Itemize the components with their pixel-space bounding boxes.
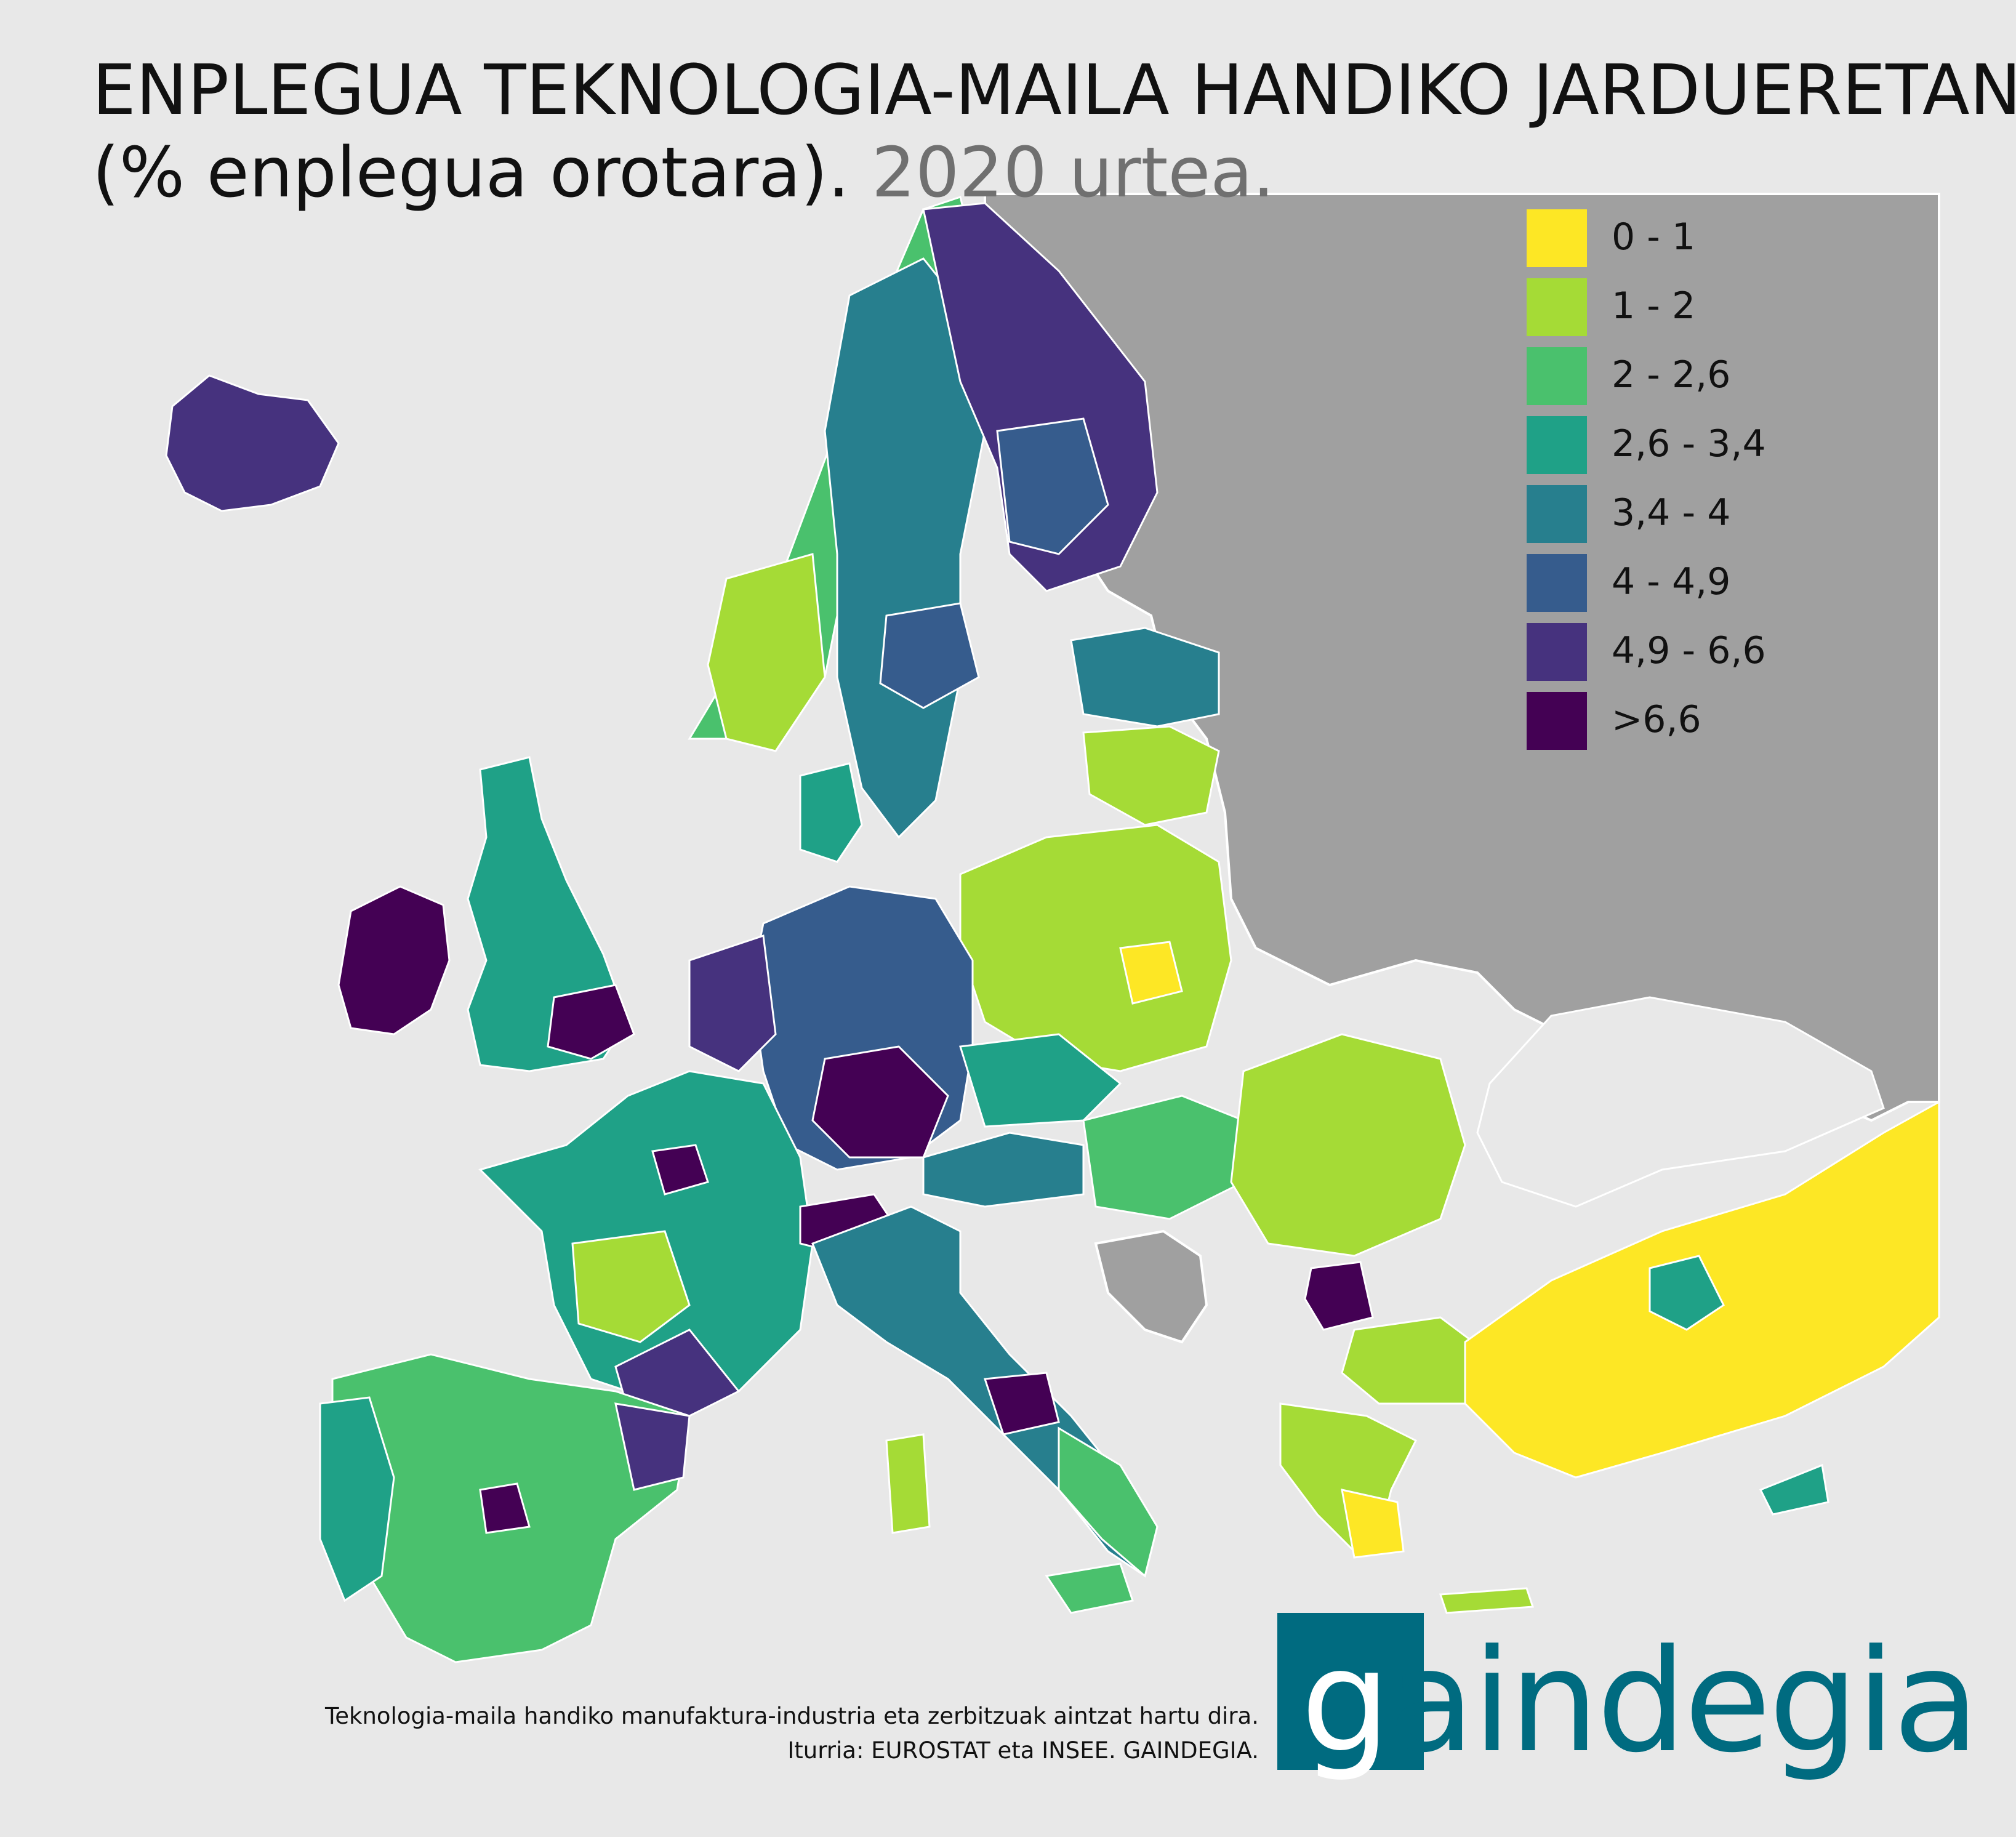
legend-swatch	[1527, 692, 1587, 750]
region-czechia	[959, 1033, 1122, 1128]
logo-box	[1277, 1613, 1424, 1770]
region-norway-south	[707, 553, 826, 752]
legend-label: 2,6 - 3,4	[1612, 422, 1766, 465]
region-crete	[1439, 1587, 1535, 1614]
region-spain-catalonia	[614, 1402, 691, 1491]
logo-rest: aindegia	[1388, 1620, 1980, 1784]
footnote-source: Iturria: EUROSTAT eta INSEE. GAINDEGIA.	[787, 1737, 1259, 1764]
legend-swatch	[1527, 554, 1587, 612]
logo-text: gaindegia	[1301, 1619, 1980, 1785]
legend-swatch	[1527, 347, 1587, 405]
region-benelux	[688, 934, 777, 1072]
footnote-line-1: Teknologia-maila handiko manufaktura-ind…	[324, 1703, 1259, 1729]
region-iceland	[165, 374, 340, 512]
region-sweden-stockholm	[879, 602, 980, 709]
region-italy-south	[1058, 1426, 1159, 1578]
title-line-1: ENPLEGUA TEKNOLOGIA-MAILA HANDIKO JARDUE…	[92, 50, 2016, 131]
region-poland-warsaw	[1119, 941, 1183, 1005]
title-line-2: (% enplegua orotara). 2020 urtea.	[92, 132, 2016, 214]
region-cyprus	[1759, 1463, 1829, 1516]
legend-label: 4 - 4,9	[1612, 560, 1731, 603]
region-france-paris	[651, 1144, 709, 1196]
region-france-southwest	[571, 1230, 691, 1343]
black-sea	[1476, 996, 1885, 1208]
region-sicily	[1045, 1562, 1134, 1614]
region-hungary	[1082, 1095, 1245, 1220]
no-data-region-balkans	[1094, 1229, 1208, 1344]
legend-label: 4,9 - 6,6	[1612, 629, 1766, 672]
legend-swatch	[1527, 278, 1587, 336]
legend-swatch	[1527, 623, 1587, 681]
region-finland-south	[996, 417, 1109, 555]
region-romania	[1230, 1033, 1466, 1257]
region-portugal	[319, 1396, 395, 1602]
legend-label: >6,6	[1612, 698, 1701, 741]
region-sardinia	[885, 1433, 931, 1534]
region-ireland	[337, 885, 451, 1035]
region-italy-lazio	[983, 1372, 1060, 1436]
footnote: Teknologia-maila handiko manufaktura-ind…	[325, 1699, 1259, 1768]
legend-label: 1 - 2	[1612, 284, 1696, 328]
region-uk-southeast	[547, 984, 635, 1060]
region-lithuania	[1082, 725, 1220, 826]
region-greece-attica	[1341, 1489, 1405, 1559]
region-estonia	[1070, 627, 1220, 728]
map-title: ENPLEGUA TEKNOLOGIA-MAILA HANDIKO JARDUE…	[92, 49, 2016, 214]
title-year: 2020 urtea.	[871, 133, 1275, 213]
region-austria	[922, 1132, 1085, 1208]
legend-swatch	[1527, 209, 1587, 267]
region-denmark	[799, 762, 863, 863]
legend-swatch	[1527, 485, 1587, 543]
title-line-2-main: (% enplegua orotara).	[92, 133, 850, 213]
region-poland	[959, 824, 1232, 1072]
region-romania-bucharest	[1304, 1261, 1374, 1331]
region-spain-madrid	[479, 1482, 531, 1534]
legend-label: 3,4 - 4	[1612, 491, 1731, 534]
legend-label: 2 - 2,6	[1612, 353, 1731, 396]
logo-first-letter: g	[1301, 1620, 1391, 1784]
legend-swatch	[1527, 416, 1587, 474]
region-turkey-istanbul	[1649, 1255, 1725, 1331]
legend-label: 0 - 1	[1612, 215, 1696, 259]
